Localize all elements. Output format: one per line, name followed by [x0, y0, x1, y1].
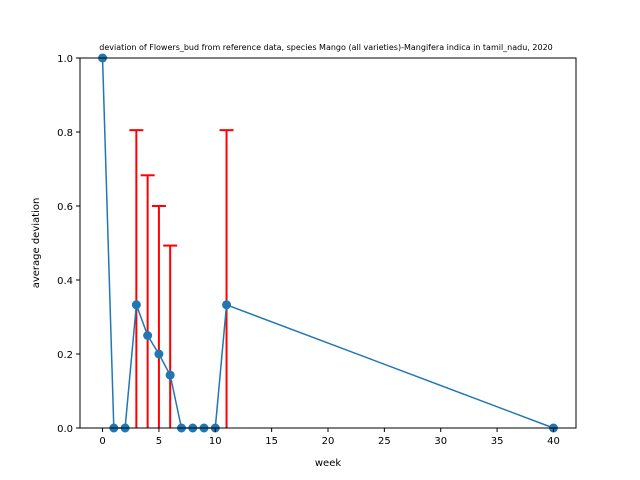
x-tick-label: 25 — [378, 436, 391, 447]
x-tick-label: 20 — [322, 436, 335, 447]
data-point — [165, 370, 175, 380]
y-axis-label: average deviation — [31, 198, 42, 289]
y-tick-label: 0.8 — [57, 128, 73, 139]
x-tick-label: 30 — [434, 436, 447, 447]
x-tick-label: 35 — [491, 436, 504, 447]
x-axis-ticks: 0 5 10 15 20 25 30 35 40 — [99, 428, 560, 447]
plot-frame — [79, 57, 577, 429]
x-tick-label: 15 — [265, 436, 278, 447]
chart-title: deviation of Flowers_bud from reference … — [99, 43, 553, 52]
y-tick-label: 0.6 — [57, 202, 73, 213]
y-tick-label: 0.2 — [57, 350, 73, 361]
y-tick-label: 0.4 — [57, 276, 73, 287]
data-point — [143, 331, 153, 340]
x-tick-label: 5 — [156, 436, 162, 447]
plot-area — [98, 53, 558, 433]
x-tick-label: 40 — [547, 436, 560, 447]
data-point — [131, 300, 141, 310]
x-tick-label: 0 — [99, 436, 105, 447]
x-axis-label: week — [315, 458, 341, 469]
x-tick-label: 10 — [209, 436, 222, 447]
y-axis-ticks: 0.0 0.2 0.4 0.6 0.8 1.0 — [57, 54, 80, 435]
y-tick-label: 1.0 — [57, 54, 73, 65]
data-point — [154, 349, 164, 359]
y-tick-label: 0.0 — [57, 424, 73, 435]
data-point — [222, 300, 232, 310]
